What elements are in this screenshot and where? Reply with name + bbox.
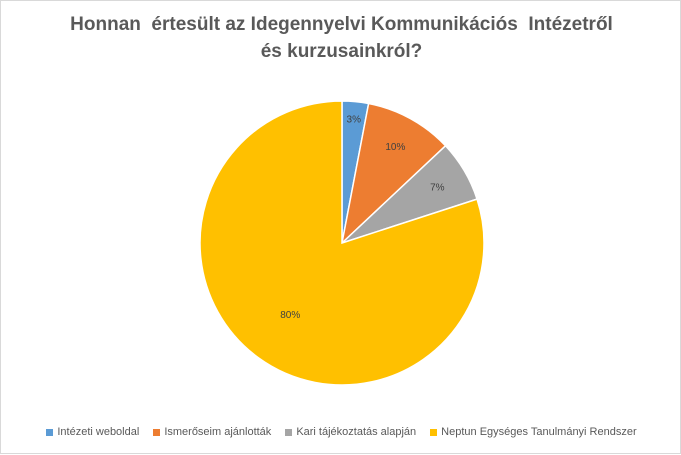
legend-swatch — [46, 428, 54, 436]
pie-data-label-2: 10% — [385, 142, 405, 153]
pie-data-label-1: 3% — [347, 115, 362, 126]
legend-swatch — [153, 428, 161, 436]
legend-label: Intézeti weboldal — [57, 426, 140, 438]
legend-item-neptun: Neptun Egységes Tanulmányi Rendszer — [430, 426, 637, 438]
legend-item-ismeroseim-ajanlottak: Ismerőseim ajánlották — [153, 426, 271, 438]
legend-item-kari-tajekoztatas: Kari tájékoztatás alapján — [285, 426, 416, 438]
legend-label: Neptun Egységes Tanulmányi Rendszer — [441, 426, 637, 438]
pie-slices — [199, 100, 485, 386]
legend-label: Ismerőseim ajánlották — [164, 426, 272, 438]
chart-title-line-1: Honnan értesült az Idegennyelvi Kommunik… — [70, 14, 613, 35]
legend-swatch — [430, 428, 438, 436]
chart-legend: Intézeti weboldal Ismerőseim ajánlották … — [1, 426, 681, 438]
legend-swatch — [285, 428, 293, 436]
pie-slice-2 — [340, 102, 447, 246]
chart-title: Honnan értesült az Idegennyelvi Kommunik… — [1, 11, 681, 65]
legend-item-intezeti-weboldal: Intézeti weboldal — [46, 426, 139, 438]
legend-label: Kari tájékoztatás alapján — [296, 426, 417, 438]
pie-slice-4 — [199, 100, 485, 386]
pie-data-labels: 3% 10% 7% 80% — [280, 115, 444, 322]
pie-data-label-4: 80% — [280, 310, 300, 321]
pie-data-label-3: 7% — [430, 183, 445, 194]
chart-title-line-2: és kurzusainkról? — [260, 41, 423, 62]
